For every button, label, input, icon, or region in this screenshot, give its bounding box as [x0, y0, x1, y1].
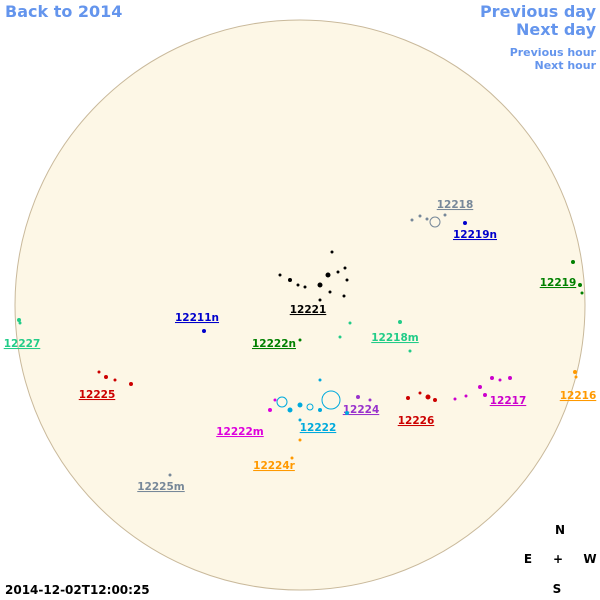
timestamp: 2014-12-02T12:00:25 — [5, 583, 150, 597]
sunspot — [276, 396, 288, 408]
sunspot — [433, 398, 437, 402]
sunspot — [336, 270, 340, 274]
next-hour-link[interactable]: Next hour — [535, 59, 597, 72]
region-label[interactable]: 12225m — [137, 481, 185, 493]
sunspot — [410, 218, 414, 222]
region-label[interactable]: 12226 — [398, 415, 435, 427]
sunspot — [574, 375, 578, 379]
region-label[interactable]: 12224r — [253, 460, 296, 472]
previous-hour-link[interactable]: Previous hour — [510, 46, 597, 59]
region-label[interactable]: 12218m — [371, 332, 419, 344]
sunspot — [303, 285, 307, 289]
region-label[interactable]: 12221 — [290, 304, 327, 316]
sunspot — [425, 217, 429, 221]
sunspot — [318, 408, 322, 412]
region-label[interactable]: 12219n — [453, 229, 497, 241]
region-label[interactable]: 12227 — [4, 338, 41, 350]
sunspot — [325, 272, 331, 278]
region-label[interactable]: 12211n — [175, 312, 219, 324]
sunspot — [580, 291, 584, 295]
sunspot — [348, 321, 352, 325]
sunspot — [345, 278, 349, 282]
sunspot — [453, 397, 457, 401]
sunspot — [478, 385, 482, 389]
region-label[interactable]: 12224 — [343, 404, 380, 416]
sunspot — [129, 382, 133, 386]
sunspot — [297, 402, 303, 408]
sunspot — [573, 370, 577, 374]
sunspot — [483, 393, 487, 397]
region-label[interactable]: 12217 — [490, 395, 527, 407]
region-label[interactable]: 12222m — [216, 426, 264, 438]
sunspot — [168, 473, 172, 477]
sunspot — [578, 283, 582, 287]
sunspot — [398, 320, 402, 324]
sunspot — [345, 411, 349, 415]
region-label[interactable]: 12216 — [560, 390, 597, 402]
sunspot — [273, 398, 277, 402]
sunspot — [330, 250, 334, 254]
region-label[interactable]: 12225 — [79, 389, 116, 401]
sunspot — [298, 418, 302, 422]
sunspot — [287, 407, 293, 413]
sunspot — [318, 378, 322, 382]
sunspot — [443, 213, 447, 217]
sunspot — [268, 408, 272, 412]
sunspot — [356, 395, 360, 399]
sunspot — [318, 298, 322, 302]
compass-east: E — [524, 552, 532, 566]
sunspot — [317, 282, 323, 288]
sunspot — [104, 375, 108, 379]
sunspot — [328, 290, 332, 294]
sunspot — [306, 403, 314, 411]
region-label[interactable]: 12222n — [252, 338, 296, 350]
sunspot — [498, 378, 502, 382]
sunspot — [290, 456, 294, 460]
sunspot — [343, 266, 347, 270]
sunspot — [97, 370, 101, 374]
sunspot — [298, 338, 302, 342]
sunspot — [278, 273, 282, 277]
sunspot — [18, 321, 22, 325]
sunspot — [406, 396, 410, 400]
compass-south: S — [553, 582, 562, 596]
sunspot — [368, 398, 372, 402]
sunspot — [490, 376, 494, 380]
previous-day-link[interactable]: Previous day — [480, 2, 597, 21]
sunspot — [418, 214, 422, 218]
sunspot — [508, 376, 512, 380]
sunspot — [288, 278, 292, 282]
sunspot — [17, 318, 21, 322]
sunspot — [425, 394, 431, 400]
compass-north: N — [555, 523, 565, 537]
sunspot — [418, 391, 422, 395]
sunspot — [571, 260, 575, 264]
sunspot — [202, 329, 206, 333]
sunspot — [464, 394, 468, 398]
sunspot — [113, 378, 117, 382]
sunspot — [338, 335, 342, 339]
sunspot — [429, 216, 441, 228]
compass-center: + — [553, 552, 563, 566]
solar-disk — [14, 19, 586, 591]
sunspot — [321, 390, 341, 410]
region-label[interactable]: 12218 — [437, 199, 474, 211]
sunspot — [342, 294, 346, 298]
sunspot — [463, 221, 467, 225]
compass-west: W — [583, 552, 596, 566]
next-day-link[interactable]: Next day — [516, 20, 597, 39]
region-label[interactable]: 12222 — [300, 422, 337, 434]
sunspot — [298, 438, 302, 442]
region-label[interactable]: 12219 — [540, 277, 577, 289]
sunspot — [408, 349, 412, 353]
sunspot — [296, 283, 300, 287]
back-link[interactable]: Back to 2014 — [5, 2, 122, 21]
